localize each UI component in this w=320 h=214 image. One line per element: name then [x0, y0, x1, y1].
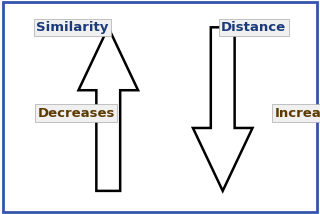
Text: Similarity: Similarity [36, 21, 108, 34]
Text: Distance: Distance [221, 21, 286, 34]
Polygon shape [78, 27, 138, 191]
Text: Increases: Increases [275, 107, 320, 120]
Text: Decreases: Decreases [38, 107, 115, 120]
Polygon shape [193, 27, 252, 191]
